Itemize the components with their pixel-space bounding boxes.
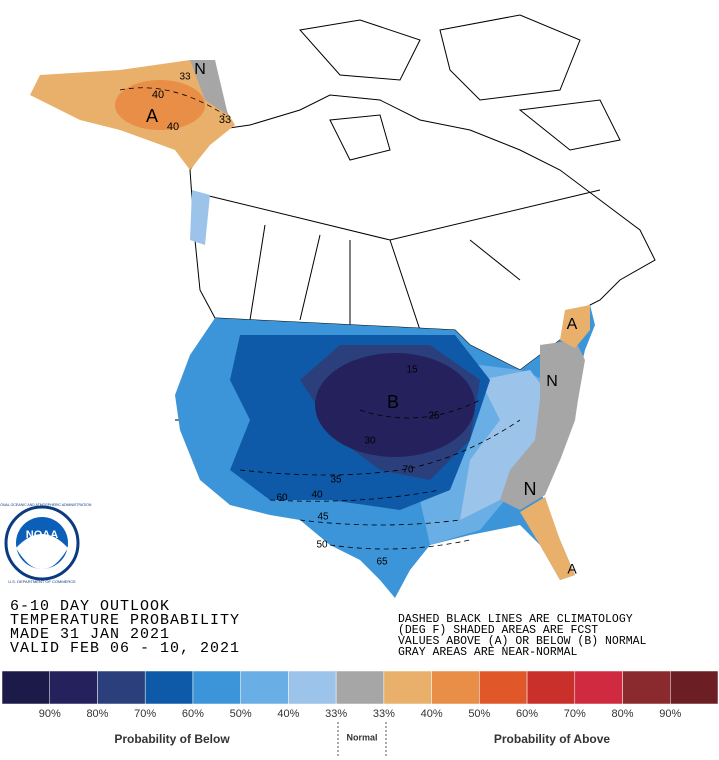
header-line: MADE 31 JAN 2021 (10, 626, 170, 643)
map-label: B (387, 392, 399, 412)
legend-label: 80% (612, 708, 634, 720)
legend-swatch (97, 670, 146, 705)
note-line: DASHED BLACK LINES ARE CLIMATOLOGY (398, 613, 633, 626)
legend-label: 70% (134, 708, 156, 720)
legend-label: 50% (468, 708, 490, 720)
legend-swatch (526, 670, 576, 705)
map-label: A (567, 316, 578, 333)
legend-label: 90% (659, 708, 681, 720)
legend-label: 33% (373, 708, 395, 720)
legend-below: Probability of Below (114, 732, 230, 746)
legend-label: 40% (421, 708, 443, 720)
legend-swatch (431, 670, 480, 705)
header-line: VALID FEB 06 - 10, 2021 (10, 640, 240, 657)
map-label: N (194, 61, 206, 78)
legend-swatch (479, 670, 528, 705)
logo-name: NOAA (26, 529, 58, 541)
logo-ring-top: NATIONAL OCEANIC AND ATMOSPHERIC ADMINIS… (0, 503, 92, 507)
legend-label: 60% (516, 708, 538, 720)
map-label: 60 (276, 493, 288, 504)
legend-swatch (144, 670, 194, 705)
forecast-shading (30, 60, 595, 598)
map-label: N (524, 479, 537, 499)
noaa-logo (4, 505, 80, 581)
logo-ring-bottom: U.S. DEPARTMENT OF COMMERCE (8, 579, 76, 584)
map-label: A (567, 561, 577, 577)
map-label: A (146, 106, 158, 126)
legend-swatch (240, 670, 289, 705)
map-label: 70 (402, 465, 414, 476)
legend-label: 50% (230, 708, 252, 720)
legend-swatch (670, 670, 719, 705)
map-label: 25 (428, 411, 440, 422)
legend-label: 33% (325, 708, 347, 720)
map-label: 30 (364, 436, 376, 447)
map-label: N (546, 373, 558, 390)
legend-swatch (1, 670, 50, 705)
climatology-lines (119, 87, 521, 550)
legend-swatch (192, 670, 241, 705)
map-label: 65 (376, 557, 388, 568)
map-label: 40 (311, 490, 323, 501)
header-line: 6-10 DAY OUTLOOK (10, 598, 170, 615)
map-label: 40 (167, 121, 179, 133)
legend-normal: Normal (346, 732, 377, 742)
map-label: 15 (406, 365, 418, 376)
map-label: 33 (179, 72, 191, 83)
map-label: 35 (330, 475, 342, 486)
legend-label: 80% (86, 708, 108, 720)
legend-label: 90% (39, 708, 61, 720)
legend-label: 60% (182, 708, 204, 720)
base-map (175, 14, 656, 521)
legend-label: 70% (564, 708, 586, 720)
legend-swatch (622, 670, 671, 705)
legend-swatch (49, 670, 98, 705)
map-label: 40 (152, 89, 164, 101)
legend-swatch (383, 670, 432, 705)
legend-above: Probability of Above (494, 732, 611, 746)
map-label: 50 (316, 540, 328, 551)
note-line: VALUES ABOVE (A) OR BELOW (B) NORMAL (398, 635, 647, 648)
legend-label: 40% (277, 708, 299, 720)
legend-swatch (574, 670, 623, 705)
map-label: 33 (219, 114, 231, 126)
note-line: (DEG F) SHADED AREAS ARE FCST (398, 624, 598, 637)
legend-swatch (335, 670, 385, 705)
legend-swatch (288, 670, 337, 705)
header-line: TEMPERATURE PROBABILITY (10, 612, 240, 629)
note-line: GRAY AREAS ARE NEAR-NORMAL (398, 646, 578, 659)
map-label: 45 (317, 512, 329, 523)
